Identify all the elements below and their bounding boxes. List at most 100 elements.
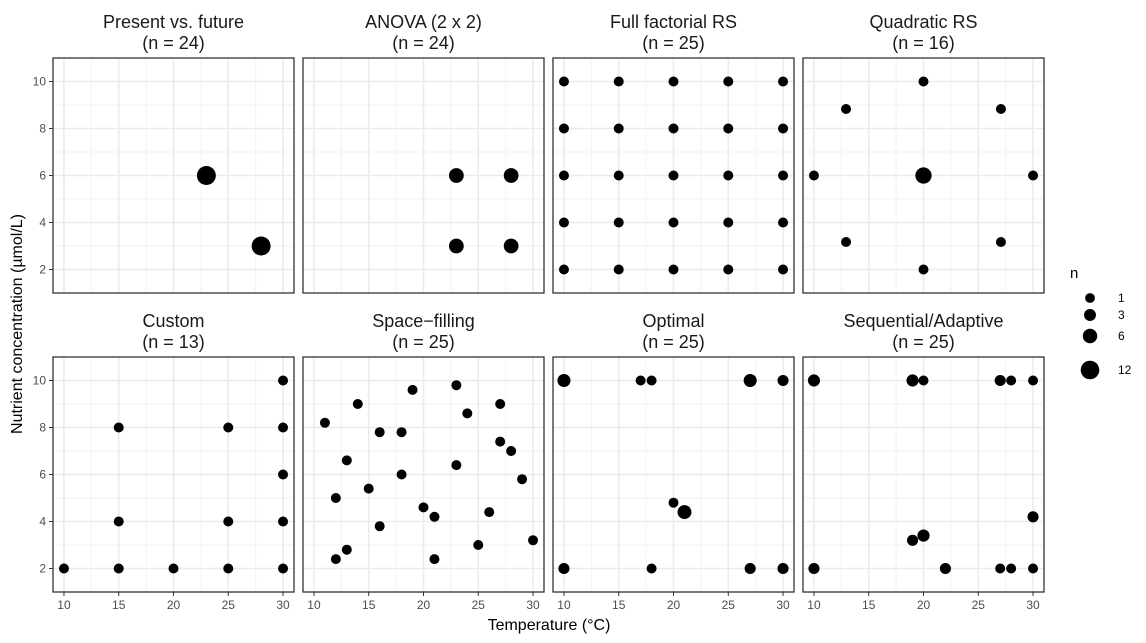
x-tick-label: 25 <box>472 598 486 612</box>
panel-subtitle: (n = 13) <box>142 332 205 352</box>
data-point <box>613 123 624 134</box>
data-point <box>558 562 570 575</box>
panel-8: Sequential/Adaptive(n = 25) 10 15 20 25 30 <box>802 311 1045 612</box>
data-point <box>451 380 462 391</box>
data-point <box>743 373 757 388</box>
y-tick-label: 10 <box>33 75 47 89</box>
panel-subtitle: (n = 25) <box>392 332 455 352</box>
panel-title: Space−filling <box>372 311 475 331</box>
data-point <box>396 427 407 438</box>
size-legend: n 1 3 6 12 <box>1070 265 1132 380</box>
panel-1: Present vs. future(n = 24) 2 4 6 8 10 <box>33 12 295 294</box>
data-point <box>517 474 528 485</box>
y-tick-label: 2 <box>39 562 46 576</box>
data-point <box>635 375 646 386</box>
data-point <box>278 469 289 480</box>
y-tick-label: 8 <box>39 421 46 435</box>
legend-label: 1 <box>1118 291 1125 305</box>
panel-title: Optimal <box>642 311 704 331</box>
panel-subtitle: (n = 24) <box>392 33 455 53</box>
data-point <box>915 167 932 184</box>
data-point <box>506 446 517 456</box>
x-tick-label: 10 <box>557 598 571 612</box>
data-point <box>223 563 234 574</box>
panel-5: Custom(n = 13) 2 4 6 8 10 10 15 20 25 30 <box>33 311 295 612</box>
panel-4: Quadratic RS(n = 16) <box>802 12 1045 294</box>
data-point <box>374 521 385 532</box>
data-point <box>668 123 679 134</box>
data-point <box>723 76 734 87</box>
data-point <box>558 76 569 87</box>
data-point <box>558 264 569 275</box>
data-point <box>1028 170 1039 181</box>
x-tick-label: 20 <box>417 598 431 612</box>
x-tick-label: 10 <box>807 598 821 612</box>
y-tick-label: 4 <box>39 515 46 529</box>
data-point <box>495 399 506 409</box>
data-point <box>646 563 657 574</box>
data-point <box>319 417 330 428</box>
data-point <box>473 540 484 550</box>
data-point <box>278 516 289 527</box>
data-point <box>841 103 852 114</box>
x-tick-label: 15 <box>112 598 126 612</box>
data-point <box>330 493 341 503</box>
panel-border <box>552 57 795 294</box>
data-point <box>723 170 734 181</box>
data-point <box>1006 563 1017 574</box>
legend-key <box>1082 328 1098 344</box>
legend-title: n <box>1070 265 1078 282</box>
x-tick-label: 10 <box>307 598 321 612</box>
data-point <box>807 374 821 387</box>
data-point <box>995 103 1006 114</box>
legend-label: 6 <box>1118 329 1125 343</box>
data-point <box>995 237 1006 248</box>
data-point <box>918 76 929 87</box>
data-point <box>448 168 464 183</box>
data-point <box>777 374 789 387</box>
data-point <box>906 534 919 546</box>
x-tick-label: 30 <box>776 598 790 612</box>
data-point <box>223 422 234 433</box>
data-point <box>429 511 440 522</box>
data-point <box>278 563 289 574</box>
data-point <box>223 516 234 527</box>
panel-subtitle: (n = 16) <box>892 33 955 53</box>
data-point <box>939 562 951 575</box>
data-point <box>113 516 124 527</box>
data-point <box>995 563 1006 574</box>
panel-3: Full factorial RS(n = 25) <box>552 12 795 294</box>
data-point <box>168 563 179 574</box>
data-point <box>808 170 819 181</box>
data-point <box>374 427 385 438</box>
x-tick-label: 25 <box>722 598 736 612</box>
data-point <box>330 554 341 565</box>
legend-key <box>1085 293 1095 303</box>
data-point <box>613 170 624 181</box>
panel-border <box>302 57 545 294</box>
panel-subtitle: (n = 25) <box>642 33 705 53</box>
data-point <box>1028 563 1039 574</box>
panel-title: Sequential/Adaptive <box>843 311 1003 331</box>
data-point <box>558 170 569 181</box>
x-tick-label: 20 <box>667 598 681 612</box>
data-point <box>429 554 440 565</box>
data-point <box>777 562 789 575</box>
data-point <box>418 502 429 513</box>
x-tick-label: 15 <box>362 598 376 612</box>
panel-title: Custom <box>142 311 204 331</box>
data-point <box>407 384 418 395</box>
x-tick-label: 15 <box>862 598 876 612</box>
legend-key <box>1080 360 1100 380</box>
y-tick-label: 10 <box>33 374 47 388</box>
data-point <box>558 123 569 134</box>
legend-key <box>1084 309 1096 321</box>
data-point <box>352 399 363 409</box>
data-point <box>396 469 407 480</box>
data-point <box>196 166 216 185</box>
data-point <box>778 170 789 181</box>
data-point <box>646 375 657 386</box>
data-point <box>723 123 734 134</box>
panel-6: Space−filling(n = 25) 10 15 20 25 30 <box>302 311 545 612</box>
